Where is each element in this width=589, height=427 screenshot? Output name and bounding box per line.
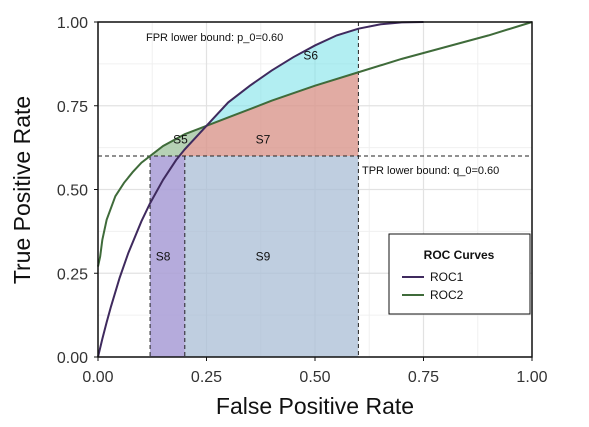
roc1-curve bbox=[97, 21, 424, 358]
region-label-s7: S7 bbox=[256, 132, 271, 146]
shaded-regions bbox=[150, 28, 359, 357]
region-label-s8: S8 bbox=[156, 250, 171, 264]
legend: ROC Curves ROC1 ROC2 bbox=[388, 233, 531, 315]
region-label-s6: S6 bbox=[303, 49, 318, 63]
x-tick-label: 1.00 bbox=[516, 369, 547, 386]
roc2-curve bbox=[97, 21, 533, 267]
x-tick-label: 0.75 bbox=[408, 369, 439, 386]
region-s5 bbox=[150, 125, 207, 156]
x-axis-label: False Positive Rate bbox=[216, 393, 414, 419]
region-label-s9: S9 bbox=[256, 250, 271, 264]
legend-label-roc2: ROC2 bbox=[430, 288, 464, 302]
region-s7 bbox=[179, 72, 359, 156]
fpr-bound-label: FPR lower bound: p_0=0.60 bbox=[146, 32, 283, 44]
x-tick-label: 0.50 bbox=[299, 369, 330, 386]
y-axis-label: True Positive Rate bbox=[9, 96, 35, 284]
tpr-bound-label: TPR lower bound: q_0=0.60 bbox=[362, 165, 499, 177]
region-s8 bbox=[150, 156, 185, 357]
y-tick-label: 1.00 bbox=[57, 15, 88, 32]
region-s6 bbox=[206, 28, 359, 126]
bound-lines bbox=[98, 22, 532, 357]
legend-label-roc1: ROC1 bbox=[430, 270, 464, 284]
legend-box bbox=[388, 233, 531, 315]
y-axis-ticks: 0.00 0.25 0.50 0.75 1.00 bbox=[57, 15, 98, 367]
y-tick-label: 0.75 bbox=[57, 99, 88, 116]
x-tick-label: 0.25 bbox=[191, 369, 222, 386]
legend-title: ROC Curves bbox=[424, 248, 495, 262]
y-tick-label: 0.00 bbox=[57, 350, 88, 367]
x-tick-label: 0.00 bbox=[82, 369, 113, 386]
roc-curves bbox=[97, 21, 533, 358]
y-tick-label: 0.25 bbox=[57, 266, 88, 283]
region-label-s5: S5 bbox=[173, 132, 188, 146]
region-labels: S5 S6 S7 S8 S9 bbox=[156, 49, 319, 264]
x-axis-ticks: 0.00 0.25 0.50 0.75 1.00 bbox=[82, 357, 548, 386]
region-s9 bbox=[184, 156, 359, 357]
y-tick-label: 0.50 bbox=[57, 183, 88, 200]
